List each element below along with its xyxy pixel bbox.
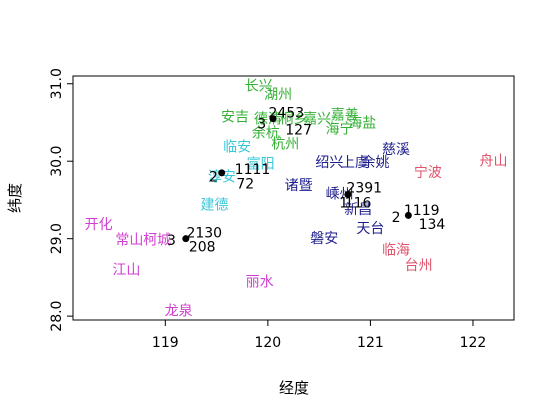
city-label: 嘉兴 — [303, 112, 331, 128]
city-label: 临安 — [223, 139, 251, 155]
cluster-number-label: 2453 — [269, 105, 305, 121]
cluster-center-point — [218, 169, 226, 177]
city-label: 建德 — [201, 198, 229, 214]
city-label: 绍兴 — [315, 155, 343, 171]
x-tick-label: 119 — [152, 335, 179, 351]
city-label: 磐安 — [310, 231, 338, 247]
city-label: 富阳 — [247, 156, 275, 173]
cluster-number-label: 2 — [209, 170, 218, 186]
cluster-number-label: 134 — [419, 217, 446, 233]
city-label: 天台 — [356, 221, 384, 237]
city-label: 嘉善 — [331, 108, 359, 124]
cluster-number-label: 3 — [167, 233, 176, 249]
city-label: 舟山 — [479, 153, 507, 169]
city-label: 新昌 — [344, 202, 372, 218]
city-label: 开化 — [85, 217, 113, 233]
city-label: 临海 — [382, 243, 410, 259]
city-label: 杭州 — [271, 136, 299, 152]
city-label: 余杭 — [252, 125, 280, 142]
city-label: 余姚 — [362, 154, 390, 171]
city-label: 湖州 — [264, 87, 292, 103]
cluster-number-label: 116 — [345, 195, 372, 211]
y-tick-label: 28.0 — [49, 301, 65, 332]
y-tick-label: 31.0 — [49, 68, 65, 99]
cluster-center-point — [269, 115, 277, 123]
city-label: 慈溪 — [382, 142, 410, 158]
cluster-number-label: 2130 — [186, 225, 222, 241]
city-label: 诸暨 — [285, 178, 313, 194]
x-tick-label: 121 — [357, 335, 384, 351]
cluster-center-point — [404, 211, 412, 219]
x-axis: 119 120 121 122 — [152, 319, 487, 351]
city-label: 上虞 — [341, 155, 369, 171]
city-label: 龙泉 — [165, 303, 193, 320]
city-label: 江山 — [112, 263, 140, 279]
city-label: 柯城 — [143, 232, 171, 248]
y-tick-label: 29.0 — [49, 223, 65, 254]
cluster-center-point — [182, 235, 190, 243]
city-label: 淳安 — [208, 169, 236, 186]
cluster-number-label: 127 — [285, 122, 312, 138]
city-label: 桐乡 — [280, 112, 308, 128]
cluster-number-label: 3 — [257, 116, 266, 132]
city-label: 嵊州 — [326, 187, 354, 203]
cluster-number-label: 2 — [392, 210, 401, 226]
cluster-number-label: 72 — [236, 177, 254, 193]
cluster-centers — [182, 115, 412, 243]
city-label: 德清 — [254, 112, 282, 128]
x-axis-label: 经度 — [279, 379, 309, 397]
cluster-number-label: 1 — [339, 195, 348, 211]
city-label: 安吉 — [221, 109, 249, 125]
city-label: 台州 — [405, 258, 433, 274]
x-tick-label: 120 — [254, 335, 281, 351]
cluster-number-label: 2391 — [346, 181, 382, 197]
y-axis-label: 纬度 — [6, 183, 24, 213]
city-label: 海盐 — [348, 115, 376, 131]
cluster-center-point — [344, 191, 352, 199]
x-tick-label: 122 — [460, 335, 487, 351]
city-label: 海宁 — [326, 121, 354, 138]
cluster-number-label: 1111 — [235, 162, 271, 178]
cluster-number-label: 1119 — [404, 203, 440, 219]
city-label: 丽水 — [246, 274, 274, 290]
y-tick-label: 30.0 — [49, 146, 65, 177]
cluster-number-label: 208 — [189, 239, 216, 255]
city-label: 常山 — [115, 232, 143, 248]
y-axis: 28.0 29.0 30.0 31.0 — [49, 68, 74, 332]
city-label: 长兴 — [245, 78, 273, 94]
city-label: 宁波 — [414, 164, 442, 181]
